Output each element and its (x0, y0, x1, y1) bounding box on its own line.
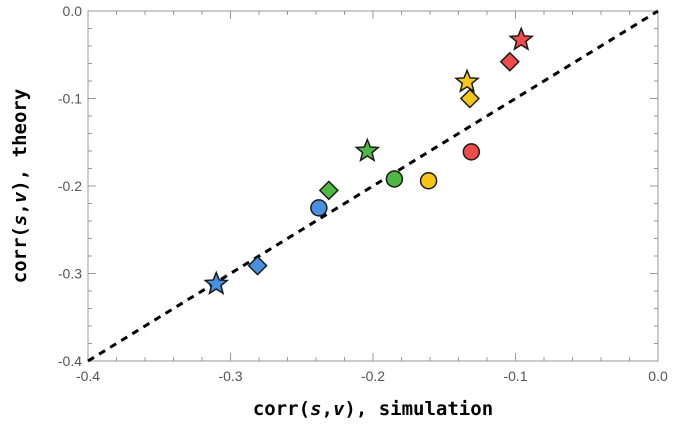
circle-marker (462, 143, 481, 161)
x-tick-label: 0.0 (648, 368, 668, 384)
axis-ticks (87, 10, 659, 362)
diamond-marker (247, 255, 268, 276)
diamond-marker (318, 180, 339, 201)
y-tick-label: 0.0 (63, 3, 83, 19)
y-tick-label: -0.1 (58, 91, 82, 107)
plot-frame (87, 10, 659, 362)
circle-marker (419, 172, 438, 190)
diamond-marker (459, 88, 480, 109)
data-points (203, 26, 535, 295)
reference-line (87, 9, 659, 363)
diamond-marker (499, 51, 520, 72)
x-tick-label: -0.2 (361, 368, 385, 384)
y-tick-label: -0.3 (58, 266, 82, 282)
star-marker (354, 137, 381, 162)
tick-labels: -0.4 -0.3 -0.2 -0.1 0.0 -0.4 -0.3 -0.2 -0.1 0.0 (58, 3, 668, 384)
x-tick-label: -0.4 (76, 368, 100, 384)
y-tick-label: -0.4 (58, 353, 82, 369)
x-tick-label: -0.1 (503, 368, 527, 384)
star-marker (203, 270, 230, 295)
circle-marker (385, 170, 404, 188)
star-marker (508, 26, 535, 51)
circle-marker (310, 199, 328, 217)
y-axis-label: corr(s,v), theory (9, 89, 31, 284)
x-tick-label: -0.3 (218, 368, 242, 384)
star-marker (454, 68, 480, 93)
x-axis-label: corr(s,v), simulation (253, 398, 493, 420)
y-tick-label: -0.2 (58, 178, 82, 194)
